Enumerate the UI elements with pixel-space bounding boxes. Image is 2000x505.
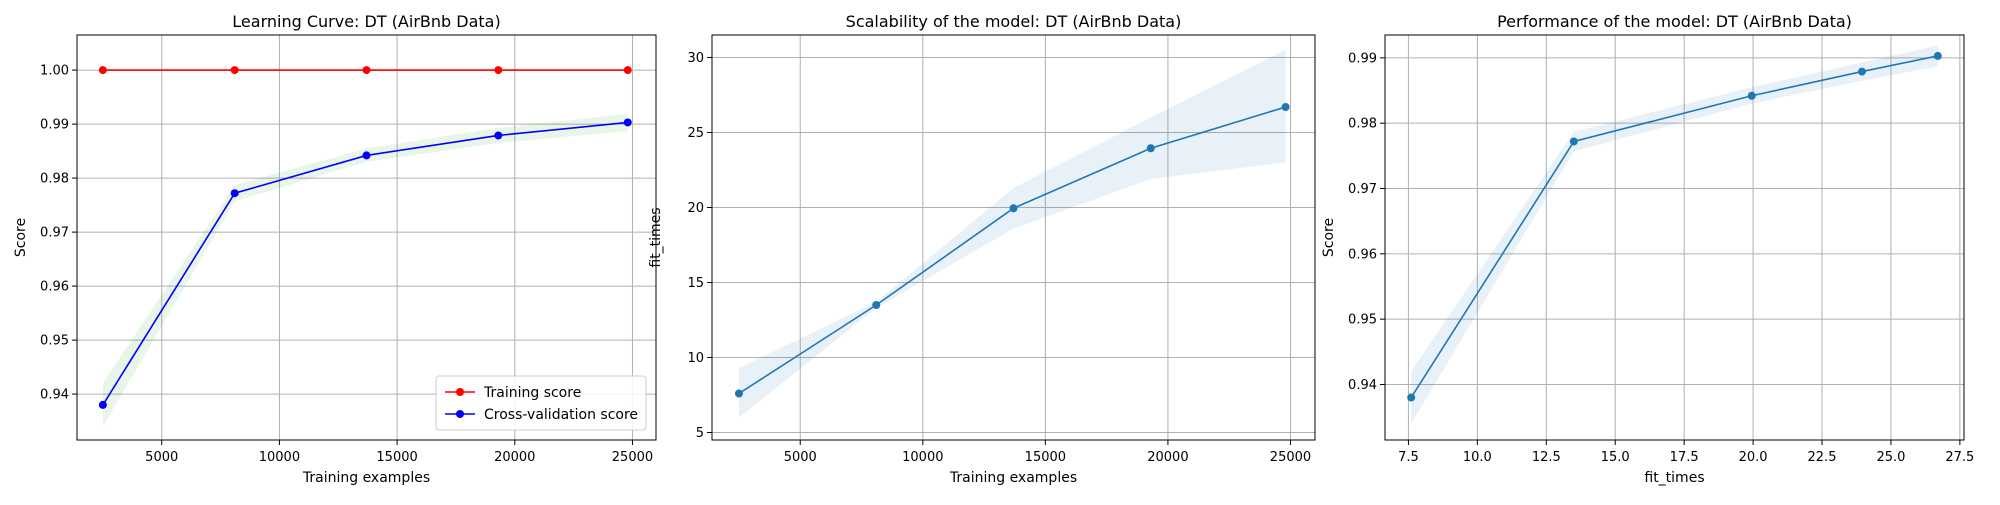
data-point: [1146, 144, 1155, 153]
data-point: [494, 66, 503, 75]
x-tick-label: 25000: [612, 450, 653, 465]
y-tick-label: 0.98: [40, 172, 69, 187]
data-point: [1747, 91, 1756, 100]
y-tick-label: 0.95: [1348, 313, 1377, 328]
data-point: [98, 66, 107, 75]
legend-box: [435, 375, 647, 431]
data-point: [230, 66, 239, 75]
axes-frame: [711, 34, 1316, 441]
y-tick-label: 0.97: [40, 226, 69, 241]
chart-scalability: 5000 10000 15000 20000 25000 5 10 15 20 25 30 Scala…: [648, 12, 1316, 486]
y-axis-label: fit_times: [648, 207, 664, 267]
y-tick-label: 0.94: [40, 388, 69, 403]
x-tick-label: 10.0: [1463, 450, 1492, 465]
x-tick-label: 20000: [1147, 450, 1188, 465]
y-tick-label: 0.96: [1348, 247, 1377, 262]
x-axis-label: Training examples: [949, 470, 1077, 486]
x-tick-label: 25000: [1270, 450, 1311, 465]
data-point: [623, 66, 632, 75]
y-tick-label: 1.00: [40, 64, 69, 79]
data-point: [362, 66, 371, 75]
data-point: [1857, 67, 1866, 76]
chart-learning-curve: 5000 10000 15000 20000 25000 0.94 0.95 0.96 0.97…: [13, 12, 657, 486]
y-tick-label: 0.98: [1348, 117, 1377, 132]
series-line: [102, 121, 628, 406]
y-tick-label: 25: [687, 126, 704, 141]
data-point: [362, 151, 371, 160]
data-point: [872, 301, 881, 309]
y-tick-label: 15: [687, 276, 704, 291]
x-tick-label: 15.0: [1601, 450, 1630, 465]
data-point: [734, 389, 743, 398]
x-axis-label: fit_times: [1644, 470, 1704, 486]
y-tick-label: 0.99: [40, 118, 69, 133]
confidence-band: [738, 50, 1286, 418]
axes-frame: [1384, 34, 1965, 441]
x-tick-label: 5000: [145, 450, 178, 465]
data-point: [1407, 393, 1416, 402]
x-tick-label: 20.0: [1739, 450, 1768, 465]
y-tick-label: 10: [687, 351, 704, 366]
chart-performance: 7.5 10.0 12.5 15.0 17.5 20.0 22.5 25.0 27.5 0.94 0…: [1321, 12, 1974, 486]
y-tick-label: 30: [687, 51, 704, 66]
y-axis-label: Score: [13, 218, 29, 257]
x-tick-label: 20000: [494, 450, 535, 465]
x-tick-label: 10000: [902, 450, 943, 465]
x-tick-label: 12.5: [1532, 450, 1561, 465]
y-tick-label: 0.96: [40, 280, 69, 295]
chart-title: Learning Curve: DT (AirBnb Data): [232, 12, 500, 31]
confidence-band: [1411, 45, 1938, 424]
data-point: [230, 189, 239, 198]
y-axis-label: Score: [1321, 218, 1337, 257]
x-tick-label: 15000: [1025, 450, 1066, 465]
legend-entry: Cross-validation score: [484, 407, 638, 423]
data-point: [1009, 204, 1018, 213]
data-point: [1569, 137, 1578, 146]
x-tick-label: 5000: [784, 450, 817, 465]
data-point: [1281, 103, 1290, 111]
data-point: [623, 118, 632, 127]
chart-title: Performance of the model: DT (AirBnb Dat…: [1497, 12, 1852, 31]
legend-marker: [456, 388, 464, 396]
x-tick-label: 25.0: [1876, 450, 1905, 465]
x-axis-label: Training examples: [302, 470, 430, 486]
y-tick-label: 20: [687, 201, 704, 216]
y-tick-label: 0.97: [1348, 182, 1377, 197]
data-point: [1933, 51, 1942, 60]
x-tick-label: 10000: [259, 450, 300, 465]
x-tick-label: 27.5: [1945, 450, 1974, 465]
y-tick-label: 5: [696, 426, 704, 441]
axes-frame: [76, 34, 657, 441]
x-tick-label: 7.5: [1398, 450, 1419, 465]
y-tick-label: 0.95: [40, 334, 69, 349]
data-point: [98, 400, 107, 409]
legend-marker: [456, 410, 464, 418]
legend: Training score Cross-validation score: [435, 375, 647, 431]
x-tick-label: 22.5: [1808, 450, 1837, 465]
y-tick-label: 0.94: [1348, 378, 1377, 393]
data-point: [494, 131, 503, 140]
legend-entry: Training score: [483, 385, 581, 401]
x-tick-label: 15000: [376, 450, 417, 465]
x-tick-label: 17.5: [1670, 450, 1699, 465]
chart-title: Scalability of the model: DT (AirBnb Dat…: [846, 12, 1182, 31]
y-tick-label: 0.99: [1348, 51, 1377, 66]
